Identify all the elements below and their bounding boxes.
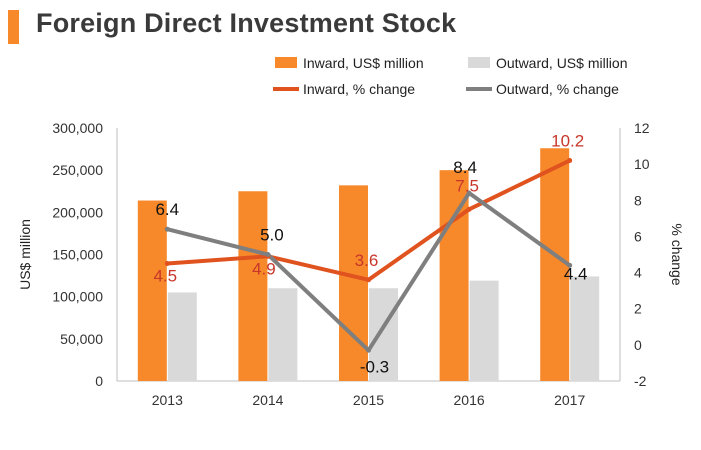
inward-change-label: 4.5: [153, 267, 177, 286]
y-right-tick-label: 0: [634, 337, 642, 353]
y-left-tick-label: 300,000: [52, 120, 103, 136]
inward-change-label: 3.6: [355, 251, 379, 270]
y-left-tick-label: 150,000: [52, 247, 103, 263]
inward-bar: [339, 185, 368, 381]
x-tick-label: 2017: [554, 392, 585, 408]
outward-change-point: [466, 190, 472, 196]
outward-bar: [570, 276, 600, 381]
page-title: Foreign Direct Investment Stock: [36, 8, 457, 38]
inward-change-label: 10.2: [551, 132, 584, 151]
y-right-tick-label: 4: [634, 265, 642, 281]
inward-change-label: 4.9: [252, 259, 276, 278]
inward-change-point: [164, 261, 170, 267]
y-left-tick-label: 50,000: [60, 331, 103, 347]
x-tick-label: 2013: [152, 392, 183, 408]
x-tick-label: 2016: [454, 392, 485, 408]
y-left-tick-label: 0: [95, 373, 103, 389]
y-right-tick-label: 10: [634, 156, 650, 172]
inward-change-point: [567, 158, 573, 164]
x-tick-label: 2014: [252, 392, 283, 408]
outward-change-label: -0.3: [360, 357, 389, 376]
outward-change-label: 8.4: [453, 158, 477, 177]
y-left-tick-label: 200,000: [52, 204, 103, 220]
outward-change-point: [366, 347, 371, 353]
outward-change-label: 4.4: [564, 264, 588, 283]
inward-bar: [238, 191, 268, 381]
outward-bar: [469, 280, 499, 381]
legend-swatch: [275, 57, 297, 68]
outward-change-point: [164, 226, 170, 232]
outward-bar: [268, 288, 298, 381]
y-right-tick-label: -2: [634, 373, 647, 389]
legend-label: Outward, US$ million: [496, 55, 628, 71]
outward-bar: [369, 288, 398, 381]
legend-label: Outward, % change: [496, 81, 619, 97]
outward-change-label: 6.4: [155, 200, 179, 219]
y-left-tick-label: 250,000: [52, 162, 103, 178]
y-right-axis-title: % change: [669, 223, 685, 285]
inward-bar: [439, 170, 469, 381]
x-tick-label: 2015: [353, 392, 384, 408]
legend-label: Inward, % change: [303, 81, 415, 97]
y-right-tick-label: 2: [634, 301, 642, 317]
y-right-tick-label: 12: [634, 120, 650, 136]
title-accent-bar: [8, 10, 19, 44]
inward-change-point: [366, 277, 371, 283]
inward-change-point: [466, 206, 472, 212]
outward-change-point: [265, 252, 271, 257]
y-right-tick-label: 8: [634, 192, 642, 208]
inward-bar: [540, 148, 570, 381]
y-left-tick-label: 100,000: [52, 289, 103, 305]
outward-change-point: [567, 262, 573, 268]
legend-label: Inward, US$ million: [303, 55, 424, 71]
outward-change-line: [166, 191, 571, 353]
legend-swatch: [468, 57, 490, 68]
outward-bar: [167, 292, 197, 381]
y-right-tick-label: 6: [634, 228, 642, 244]
inward-bar: [137, 200, 167, 381]
y-left-axis-title: US$ million: [17, 219, 33, 290]
outward-change-label: 5.0: [260, 226, 284, 245]
inward-change-label: 7.5: [455, 176, 479, 195]
